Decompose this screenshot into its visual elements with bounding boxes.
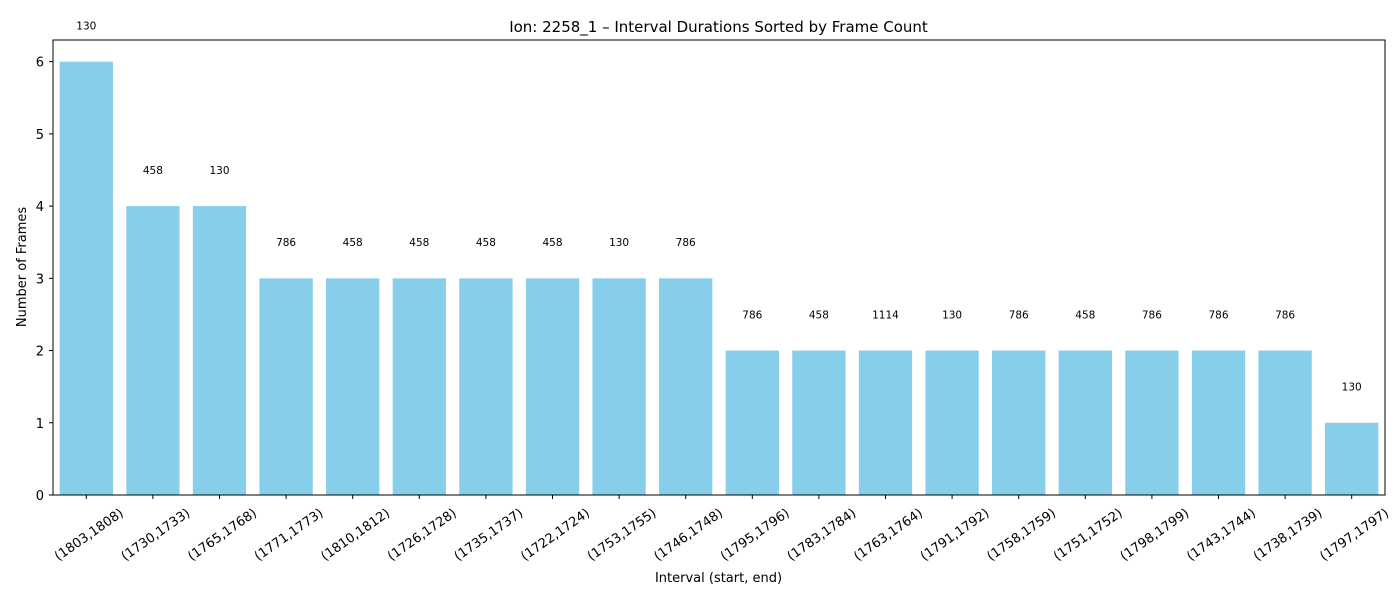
bar [1325, 422, 1379, 495]
bar [1058, 350, 1112, 495]
data-label: 458 [143, 165, 163, 177]
bar [326, 278, 380, 495]
x-tick-label: (1746,1748) [651, 506, 726, 564]
x-tick-label: (1738,1739) [1251, 506, 1326, 564]
data-label: 1114 [872, 309, 899, 321]
data-labels-group: 130 458 130 786 458 458 458 458 130 786 786 458 1114… [76, 21, 1361, 394]
plot-frame [52, 39, 1386, 496]
data-label: 130 [609, 237, 629, 249]
bar [1258, 350, 1312, 495]
bar [592, 278, 646, 495]
bar [1125, 350, 1179, 495]
data-label: 786 [1142, 309, 1162, 321]
bar [525, 278, 580, 495]
data-label: 458 [1075, 309, 1095, 321]
y-tick-label: 6 [36, 56, 44, 71]
x-tick-label: (1753,1755) [585, 506, 660, 564]
data-label: 786 [676, 237, 696, 249]
x-tick-label: (1771,1773) [252, 506, 327, 564]
bar [126, 206, 180, 495]
x-tick-label: (1735,1737) [452, 506, 527, 564]
data-label: 458 [476, 237, 496, 249]
x-tick-label: (1791,1792) [918, 506, 993, 564]
x-tick-label: (1795,1796) [718, 506, 793, 564]
x-tick-label: (1730,1733) [119, 506, 194, 564]
x-tick-label: (1763,1764) [851, 506, 926, 564]
data-label: 458 [409, 237, 429, 249]
y-axis-label: Number of Frames [15, 207, 30, 328]
data-label: 458 [542, 237, 562, 249]
data-label: 130 [209, 165, 229, 177]
y-tick-label: 1 [36, 417, 44, 432]
x-axis-label: Interval (start, end) [655, 571, 782, 586]
data-label: 786 [1275, 309, 1295, 321]
data-label: 130 [76, 21, 96, 33]
x-tick-label: (1810,1812) [318, 506, 393, 564]
bar [659, 278, 713, 495]
bar [792, 350, 846, 495]
y-tick-label: 5 [36, 128, 44, 143]
bar [992, 350, 1046, 495]
x-ticks-group: (1803,1808)(1730,1733)(1765,1768)(1771,1… [52, 495, 1392, 564]
bar [858, 350, 913, 495]
chart-title: Ion: 2258_1 – Interval Durations Sorted … [509, 18, 928, 37]
x-tick-label: (1797,1797) [1317, 506, 1392, 564]
data-label: 458 [343, 237, 363, 249]
x-tick-label: (1803,1808) [52, 506, 127, 564]
data-label: 130 [1342, 382, 1362, 394]
x-tick-label: (1783,1784) [785, 506, 860, 564]
y-tick-label: 3 [36, 272, 44, 287]
data-label: 786 [276, 237, 296, 249]
x-tick-label: (1743,1744) [1184, 506, 1259, 564]
x-tick-label: (1765,1768) [185, 506, 260, 564]
y-ticks-group: 0 1 2 3 4 5 6 [36, 56, 53, 504]
bar [925, 350, 979, 495]
bars-group [59, 61, 1379, 496]
data-label: 786 [742, 309, 762, 321]
y-tick-label: 4 [36, 200, 44, 215]
x-tick-label: (1758,1759) [984, 506, 1059, 564]
bar [1191, 350, 1246, 495]
x-tick-label: (1798,1799) [1118, 506, 1193, 564]
bar [459, 278, 513, 495]
bar [259, 278, 313, 495]
data-label: 458 [809, 309, 829, 321]
x-tick-label: (1722,1724) [518, 506, 593, 564]
bar [192, 206, 247, 495]
bar [59, 61, 113, 496]
y-tick-label: 0 [36, 489, 44, 504]
y-tick-label: 2 [36, 345, 44, 360]
bar [725, 350, 779, 495]
data-label: 130 [942, 309, 962, 321]
x-tick-label: (1726,1728) [385, 506, 460, 564]
data-label: 786 [1009, 309, 1029, 321]
x-tick-label: (1751,1752) [1051, 506, 1126, 564]
data-label: 786 [1208, 309, 1228, 321]
bar [392, 278, 446, 495]
